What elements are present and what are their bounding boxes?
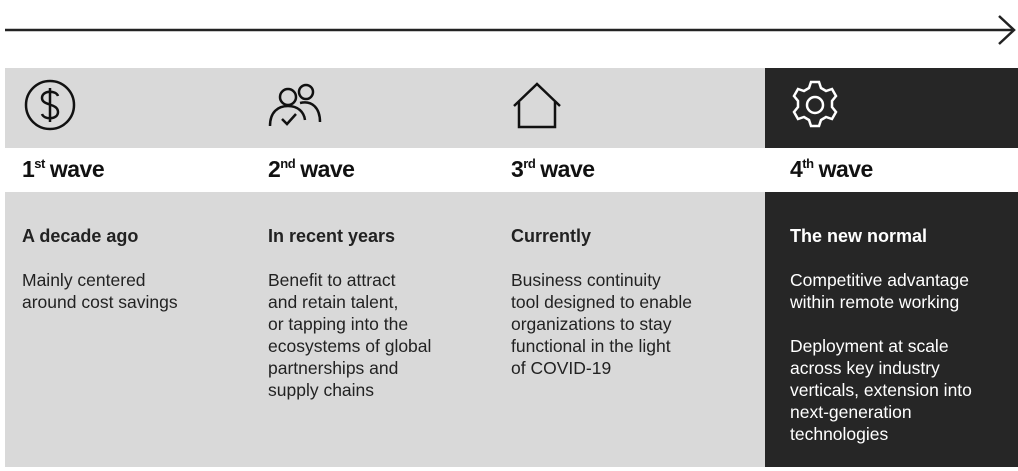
description-line: within remote working bbox=[790, 292, 960, 312]
wave-number: 2 bbox=[268, 156, 281, 182]
description-line: tool designed to enable bbox=[511, 292, 692, 312]
wave-heading: 4th wave bbox=[790, 156, 873, 183]
wave-period: A decade ago bbox=[22, 226, 139, 246]
wave-number: 3 bbox=[511, 156, 524, 182]
wave-description: Benefit to attract and retain talent, or t… bbox=[268, 269, 431, 423]
house-icon bbox=[513, 82, 561, 129]
description-paragraph: Business continuity tool designed to enab… bbox=[511, 269, 692, 379]
wave-word: wave bbox=[49, 156, 105, 182]
description-line: Business continuity bbox=[511, 270, 661, 290]
wave-ordinal: st bbox=[34, 156, 45, 171]
description-paragraph: Competitive advantage within remote worki… bbox=[790, 269, 972, 313]
dark-panel bbox=[765, 68, 1018, 467]
description-line: Mainly centered bbox=[22, 270, 146, 290]
wave-period: The new normal bbox=[790, 226, 928, 246]
wave-word: wave bbox=[818, 156, 874, 182]
wave-period: Currently bbox=[511, 226, 592, 246]
description-line: across key industry bbox=[790, 358, 940, 378]
timeline-arrow bbox=[5, 15, 1016, 45]
wave-description: Business continuity tool designed to enab… bbox=[511, 269, 692, 401]
wave-period: In recent years bbox=[268, 226, 396, 246]
gray-panel bbox=[5, 68, 765, 467]
description-line: of COVID-19 bbox=[511, 358, 612, 378]
description-line: organizations to stay bbox=[511, 314, 672, 334]
gear-icon bbox=[792, 80, 838, 128]
description-line: or tapping into the bbox=[268, 314, 409, 334]
description-paragraph: Deployment at scale across key industry ve… bbox=[790, 335, 972, 445]
description-line: Benefit to attract bbox=[268, 270, 396, 290]
description-line: verticals, extension into bbox=[790, 380, 972, 400]
description-line: Competitive advantage bbox=[790, 270, 969, 290]
description-line: partnerships and bbox=[268, 358, 399, 378]
description-line: functional in the light bbox=[511, 336, 671, 356]
wave-heading: 2nd wave bbox=[268, 156, 355, 183]
description-line: ecosystems of global bbox=[268, 336, 432, 356]
description-line: and retain talent, bbox=[268, 292, 399, 312]
description-paragraph: Benefit to attract and retain talent, or t… bbox=[268, 269, 431, 401]
header-band bbox=[5, 148, 1018, 192]
description-line: next-generation bbox=[790, 402, 912, 422]
description-line: technologies bbox=[790, 424, 889, 444]
description-line: around cost savings bbox=[22, 292, 178, 312]
wave-ordinal: nd bbox=[280, 156, 296, 171]
wave-number: 1 bbox=[22, 156, 35, 182]
dollar-icon bbox=[24, 79, 76, 131]
wave-ordinal: th bbox=[802, 156, 814, 171]
icons bbox=[24, 79, 838, 131]
wave-description: Mainly centered around cost savings bbox=[22, 269, 178, 335]
wave-description: Competitive advantage within remote worki… bbox=[790, 269, 972, 467]
description-line: Deployment at scale bbox=[790, 336, 949, 356]
wave-word: wave bbox=[540, 156, 595, 182]
wave-number: 4 bbox=[790, 156, 803, 182]
wave-word: wave bbox=[300, 156, 355, 182]
description-line: supply chains bbox=[268, 380, 375, 400]
wave-heading: 3rd wave bbox=[511, 156, 595, 183]
wave-ordinal: rd bbox=[523, 156, 536, 171]
description-paragraph: Mainly centered around cost savings bbox=[22, 269, 178, 313]
people-icon bbox=[268, 83, 322, 127]
wave-heading: 1st wave bbox=[22, 156, 105, 183]
